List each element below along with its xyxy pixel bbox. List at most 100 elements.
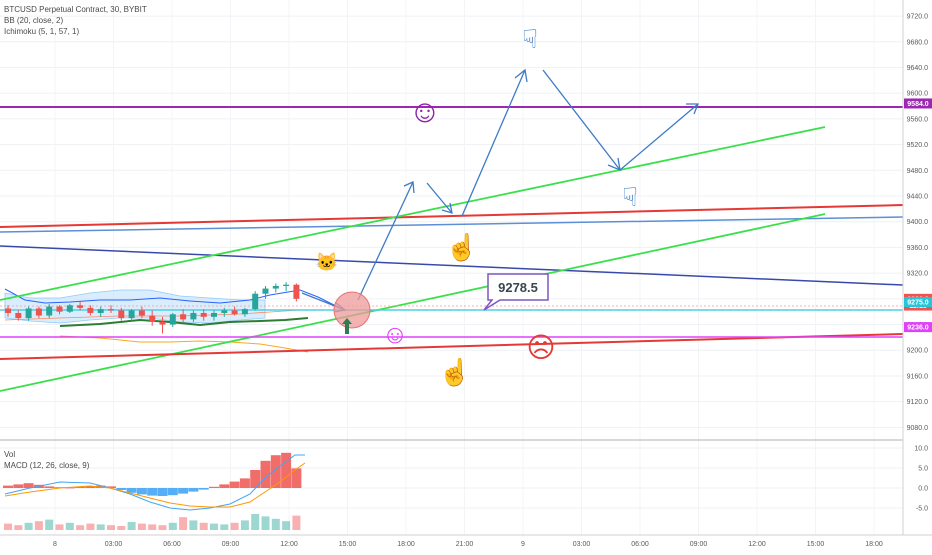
macd-bar [157, 488, 168, 496]
macd-bar [106, 486, 116, 488]
candle-body[interactable] [272, 285, 279, 289]
frown-icon: ☹ [526, 332, 555, 363]
price-callout[interactable]: 9278.5 [483, 273, 549, 311]
time-axis: 8 03:00 06:00 09:00 12:00 15:00 18:00 21:00 9 03:… [53, 541, 883, 548]
candle-body[interactable] [221, 310, 228, 313]
candles [5, 282, 300, 334]
highlight-circle[interactable] [333, 291, 371, 329]
time-tick-label: 12:00 [280, 541, 298, 548]
candle-body[interactable] [5, 308, 11, 313]
macd-bar [219, 484, 230, 488]
red-lower-trendline[interactable] [0, 333, 904, 360]
macd-tick-label: 5.0 [918, 466, 928, 473]
candle-body[interactable] [169, 314, 176, 325]
vol-label: Vol [4, 450, 15, 459]
time-tick-label: 09:00 [690, 541, 708, 548]
time-tick-label: 18:00 [397, 541, 415, 548]
macd-bar [126, 488, 137, 493]
macd-bar [260, 460, 271, 488]
candle-body[interactable] [180, 314, 187, 320]
candle-body[interactable] [118, 310, 125, 319]
up-arrow-marker [342, 318, 352, 334]
macd-bar [147, 488, 158, 496]
candle-body[interactable] [211, 312, 217, 317]
candle-body[interactable] [252, 293, 259, 310]
candle-body[interactable] [159, 321, 166, 325]
price-tick-label: 9200.0 [907, 348, 929, 355]
volume-bar [34, 521, 43, 530]
price-tag [904, 322, 932, 333]
candle-body[interactable] [25, 308, 32, 319]
candle-body[interactable] [46, 306, 53, 316]
volume-bar [86, 523, 95, 530]
blue-descending-trendline[interactable] [0, 245, 904, 286]
macd-bar [178, 488, 189, 494]
macd-bar [291, 468, 302, 488]
price-tag [904, 98, 932, 109]
indicator-ichimoku: Ichimoku (5, 1, 57, 1) [4, 27, 79, 36]
arrow-down-2 [542, 69, 621, 171]
candle-body[interactable] [231, 310, 238, 315]
macd-histogram [3, 452, 302, 496]
price-tick-label: 9720.0 [907, 14, 929, 21]
candle-body[interactable] [77, 305, 84, 308]
time-tick-label: 03:00 [105, 541, 123, 548]
candle-body[interactable] [35, 308, 42, 316]
macd-bar [250, 470, 261, 488]
candle-body[interactable] [149, 315, 156, 322]
macd-tick-label: 10.0 [914, 446, 928, 453]
volume-bar [199, 522, 208, 530]
volume-bar [168, 522, 177, 530]
green-lower-channel-line[interactable] [0, 213, 826, 392]
candle-body[interactable] [138, 310, 145, 316]
arrowhead-4 [514, 68, 528, 83]
red-upper-trendline[interactable] [0, 204, 904, 228]
macd-line [4, 454, 305, 511]
volume-bar [251, 514, 260, 530]
candle-body[interactable] [56, 306, 63, 312]
candle-body[interactable] [108, 309, 114, 311]
candle-body[interactable] [200, 312, 207, 317]
blue-resistance-line[interactable] [0, 216, 904, 233]
smiley-top-icon: ☺ [409, 93, 442, 129]
macd-bar [75, 486, 86, 488]
candle-body[interactable] [293, 284, 300, 299]
volume-bar [137, 523, 146, 530]
arrow-up-1 [357, 181, 414, 301]
candle-body[interactable] [262, 288, 269, 294]
macd-bar [85, 486, 96, 488]
volume-bar [107, 525, 115, 530]
time-tick-label: 21:00 [456, 541, 474, 548]
candle-body[interactable] [87, 307, 94, 313]
projection-arrows[interactable] [301, 68, 699, 313]
volume-bar [261, 516, 270, 530]
arrowhead-5 [607, 157, 621, 172]
volume-bar [230, 522, 239, 530]
time-tick-label: 09:00 [222, 541, 240, 548]
volume-bar [76, 525, 85, 530]
pointer-up-1-icon: ☝ [446, 231, 478, 263]
candle-body[interactable] [241, 309, 248, 315]
volume-bar [4, 523, 12, 530]
volume-bar [55, 524, 64, 530]
volume-bar [210, 523, 218, 530]
price-tick-label: 9160.0 [907, 373, 929, 380]
macd-bar [136, 488, 147, 495]
candle-body[interactable] [97, 309, 104, 313]
bollinger-lower-line [59, 335, 309, 353]
time-tick-label: 06:00 [163, 541, 181, 548]
candle-body[interactable] [283, 284, 290, 286]
green-upper-channel-line[interactable] [0, 126, 826, 301]
candle-body[interactable] [66, 305, 73, 312]
price-tick-label: 9440.0 [907, 194, 929, 201]
candle-body[interactable] [15, 312, 22, 319]
volume-bar [14, 525, 23, 530]
candle-body[interactable] [128, 310, 135, 319]
candle-body[interactable] [190, 312, 197, 320]
ichimoku-base-line [59, 317, 309, 327]
symbol-title: BTCUSD Perpetual Contract, 30, BYBIT [4, 5, 147, 14]
pointer-down-top-icon: ☟ [522, 24, 538, 54]
arrowhead-6 [686, 103, 699, 115]
